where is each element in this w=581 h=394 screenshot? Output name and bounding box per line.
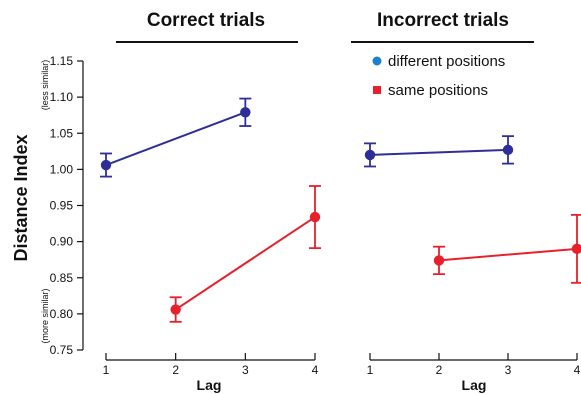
x-axis-label: Lag: [197, 377, 222, 393]
y-tick-label: 1.10: [50, 90, 74, 104]
x-tick-label: 3: [242, 363, 249, 377]
series-line: [369, 148, 509, 156]
y-tick-label: 0.90: [50, 235, 74, 249]
data-point: [170, 304, 181, 315]
x-tick-label: 2: [436, 363, 443, 377]
legend-entry-different-positions: different positions: [372, 53, 505, 70]
y-axis-label: Distance Index: [11, 134, 31, 261]
panel-title: Incorrect trials: [377, 10, 509, 31]
x-tick-label: 1: [103, 363, 110, 377]
series-0: [364, 135, 514, 168]
y-tick-label: 0.85: [50, 271, 74, 285]
y-tick-label: 0.75: [50, 343, 74, 357]
data-point: [100, 159, 112, 171]
panel-title: Correct trials: [147, 10, 265, 31]
x-tick-label: 3: [505, 363, 512, 377]
legend-entry-same-positions: same positions: [373, 82, 488, 99]
y-axis-sublabel-bottom: (more similar): [40, 288, 50, 343]
legend: different positions same positions: [372, 53, 505, 99]
series-line: [175, 216, 316, 311]
legend-marker-circle: [372, 56, 382, 66]
series-line: [105, 111, 246, 166]
legend-marker-square: [373, 86, 381, 94]
x-tick-label: 2: [172, 363, 179, 377]
data-point: [502, 144, 514, 156]
y-tick-label: 0.80: [50, 307, 74, 321]
series-1: [433, 213, 581, 284]
x-tick-label: 4: [312, 363, 319, 377]
y-tick-label: 1.15: [50, 54, 74, 68]
series-1: [169, 185, 321, 323]
data-point: [309, 211, 321, 223]
legend-label: different positions: [388, 53, 505, 70]
data-point: [433, 255, 445, 266]
y-tick-label: 1.00: [50, 162, 74, 176]
data-point: [240, 107, 251, 118]
series-line: [438, 247, 578, 262]
panel-incorrect-trials: Incorrect trials 1 2 3 4 Lag different posi…: [351, 10, 581, 393]
data-point: [571, 243, 581, 255]
y-axis-sublabel-top: (less similar): [40, 60, 50, 111]
x-tick-label: 4: [574, 363, 581, 377]
x-tick-label: 1: [367, 363, 374, 377]
legend-label: same positions: [388, 82, 488, 99]
y-tick-label: 0.95: [50, 199, 74, 213]
series-0: [100, 97, 252, 178]
x-axis-label: Lag: [462, 377, 487, 393]
data-point: [364, 149, 376, 161]
y-tick-label: 1.05: [50, 126, 74, 140]
panel-correct-trials: Correct trials 0.75 0.80 0.85 0.90 0.95 1.00 1…: [50, 10, 321, 393]
